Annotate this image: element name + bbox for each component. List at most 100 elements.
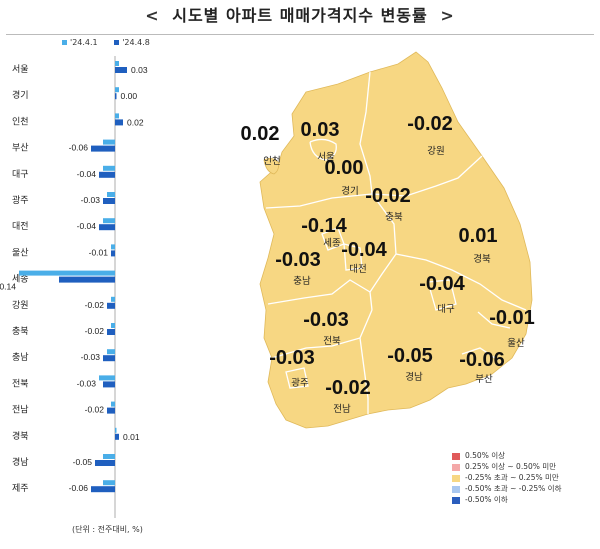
map-region-name-4: 충북: [385, 212, 403, 223]
border-gyeongbuk-gyeongnam: [395, 253, 527, 311]
map-value-1: 0.03: [301, 119, 340, 141]
legend-swatch-curr: [114, 40, 120, 45]
map-legend-swatch: [452, 452, 460, 460]
value-label: -0.03: [77, 378, 97, 388]
bar-prev: [103, 218, 115, 224]
border-daejeon: [343, 243, 363, 271]
map-legend-item: -0.50% 이하: [452, 494, 561, 505]
border-busan: [461, 347, 499, 361]
map-legend: 0.50% 이상 0.25% 이상 ~ 0.50% 미만 -0.25% 초과 ~ 0…: [452, 450, 561, 505]
bar-prev: [115, 61, 119, 66]
chevron-left-icon[interactable]: <: [145, 6, 160, 25]
map-legend-swatch: [452, 474, 460, 482]
incheon-shape: [263, 158, 279, 175]
map-legend-swatch: [452, 485, 460, 493]
legend-item-prev: '24.4.1: [62, 38, 98, 47]
map-value-6: -0.04: [341, 239, 387, 261]
border-daegu: [427, 279, 457, 311]
map-legend-swatch: [452, 463, 460, 471]
bar-prev: [115, 427, 117, 433]
value-label: 0.02: [127, 117, 144, 127]
legend-swatch-prev: [62, 40, 67, 45]
border-gyeonggi-gangwon: [359, 71, 373, 195]
category-label: 충북: [12, 326, 29, 337]
bar-curr: [91, 486, 115, 493]
bar-prev: [107, 349, 115, 355]
category-label: 광주: [12, 194, 29, 206]
bar-prev: [103, 454, 115, 459]
map-region-name-8: 경북: [473, 253, 491, 265]
category-label: 서울: [12, 64, 29, 75]
legend-item-curr: '24.4.8: [114, 38, 150, 47]
map-value-7: -0.03: [275, 249, 321, 271]
map-value-5: -0.14: [301, 215, 347, 237]
map-region-name-6: 대전: [349, 264, 366, 275]
map-value-11: -0.01: [489, 307, 535, 329]
unit-note: (단위 : 전주대비, %): [72, 525, 143, 534]
category-label: 경기: [12, 89, 29, 101]
border-chungbuk-gyeongbuk: [369, 193, 397, 311]
bar-legend: '24.4.1 '24.4.8: [62, 38, 164, 47]
bar-curr: [59, 276, 115, 283]
border-jeonnam-gyeongnam: [359, 337, 369, 414]
chevron-right-icon[interactable]: >: [440, 6, 455, 25]
bar-curr: [115, 67, 127, 73]
bar-curr: [103, 381, 115, 388]
map-value-8: 0.01: [459, 225, 498, 247]
border-north-south: [265, 155, 483, 209]
map-legend-label: -0.50% 초과 ~ -0.25% 이하: [465, 484, 562, 493]
category-label: 제주: [12, 483, 29, 494]
bar-curr: [95, 460, 115, 466]
map-region-name-12: 광주: [291, 377, 309, 389]
bar-prev: [19, 270, 115, 276]
map-region-name-5: 세종: [323, 238, 341, 249]
map-region-name-11: 울산: [507, 338, 525, 349]
bar-curr: [103, 198, 115, 204]
map-region-name-9: 대구: [437, 304, 455, 315]
value-label: -0.05: [73, 457, 93, 467]
border-gwangju: [285, 367, 309, 389]
category-label: 세종: [12, 274, 29, 285]
bar-curr: [99, 224, 115, 231]
region-borders: [265, 71, 527, 414]
bar-curr: [107, 407, 115, 414]
bar-prev: [111, 296, 115, 302]
category-label: 전남: [12, 405, 29, 416]
map-region-name-10: 전북: [323, 336, 341, 347]
map-value-2: -0.02: [407, 113, 453, 135]
category-label: 울산: [12, 247, 29, 258]
map-region-name-1: 서울: [317, 152, 335, 163]
bar-curr: [107, 302, 115, 309]
map-value-0: 0.02: [241, 123, 280, 145]
map-region-name-13: 경남: [405, 371, 423, 383]
bar-prev: [115, 87, 119, 93]
bar-curr: [115, 119, 123, 126]
border-seoul: [309, 138, 337, 161]
map-value-15: -0.02: [325, 377, 371, 399]
map-value-14: -0.06: [459, 349, 505, 371]
category-label: 인천: [12, 116, 29, 127]
map-region-name-3: 경기: [341, 185, 358, 197]
category-label: 충남: [12, 352, 29, 363]
bar-prev: [111, 401, 115, 407]
map-value-10: -0.03: [303, 309, 349, 331]
border-chungnam-jeonbuk: [267, 279, 371, 305]
category-label: 부산: [12, 143, 29, 154]
map-legend-label: 0.50% 이상: [465, 451, 506, 460]
value-label: -0.04: [77, 221, 97, 231]
category-label: 강원: [12, 300, 29, 311]
map-value-12: -0.03: [269, 347, 315, 369]
value-label: -0.03: [81, 352, 101, 362]
category-label: 경남: [12, 456, 29, 468]
mainland-shape: [259, 51, 533, 429]
map-legend-label: 0.25% 이상 ~ 0.50% 미만: [465, 462, 557, 471]
map-region-name-2: 강원: [427, 146, 444, 157]
bar-curr: [103, 355, 115, 362]
category-label: 전북: [12, 378, 29, 389]
map-legend-item: 0.25% 이상 ~ 0.50% 미만: [452, 461, 561, 472]
value-label: 0.00: [121, 91, 138, 101]
value-label: -0.03: [81, 195, 101, 205]
bar-prev: [107, 192, 115, 197]
